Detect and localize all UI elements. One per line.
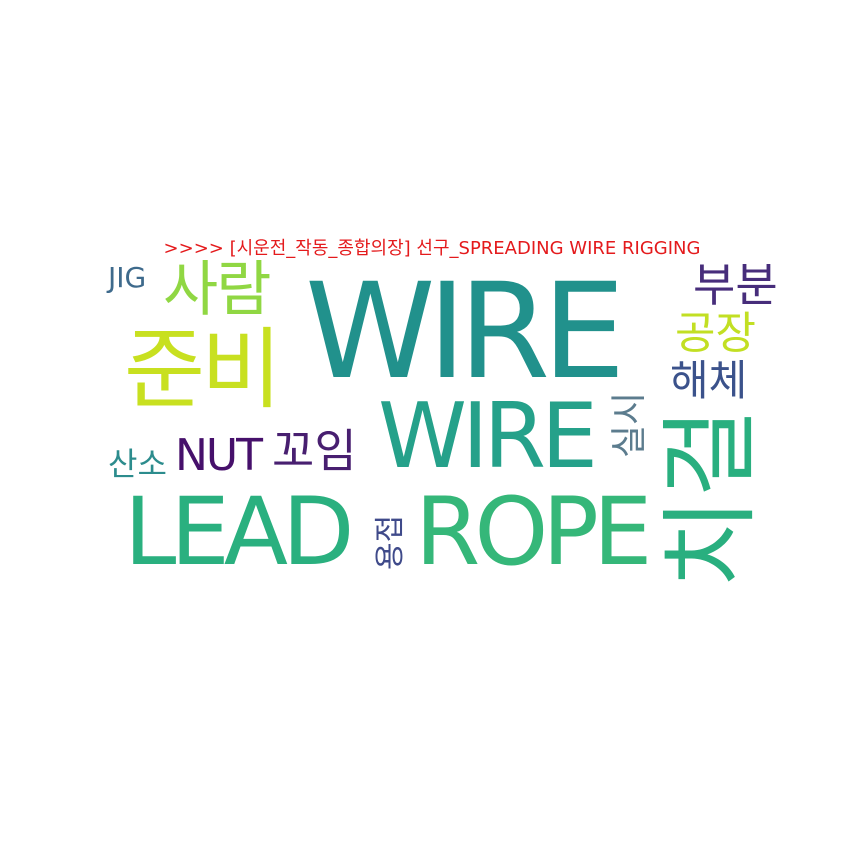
page-title: >>>> [시운전_작동_종합의장] 선구_SPREADING WIRE RIG…	[163, 238, 701, 259]
word-chigeol-vertical: 치걸	[654, 407, 768, 588]
word-wire-large: WIRE	[305, 255, 626, 409]
word-rope: ROPE	[415, 478, 652, 587]
word-sanso: 산소	[108, 445, 167, 483]
word-wire-medium: WIRE	[378, 384, 598, 489]
word-gongjang: 공장	[675, 308, 756, 359]
word-bubun: 부분	[693, 258, 778, 312]
word-yongjeop-vertical: 용접	[373, 514, 408, 570]
word-junbi: 준비	[124, 318, 282, 421]
word-saram: 사람	[163, 255, 271, 325]
word-silsi-vertical: 실시	[609, 391, 650, 458]
word-lead: LEAD	[124, 478, 354, 587]
word-nut: NUT	[175, 430, 263, 481]
word-kkoim: 꼬임	[272, 424, 357, 478]
word-jig: JIG	[108, 261, 147, 294]
word-haeche: 해체	[670, 356, 748, 405]
